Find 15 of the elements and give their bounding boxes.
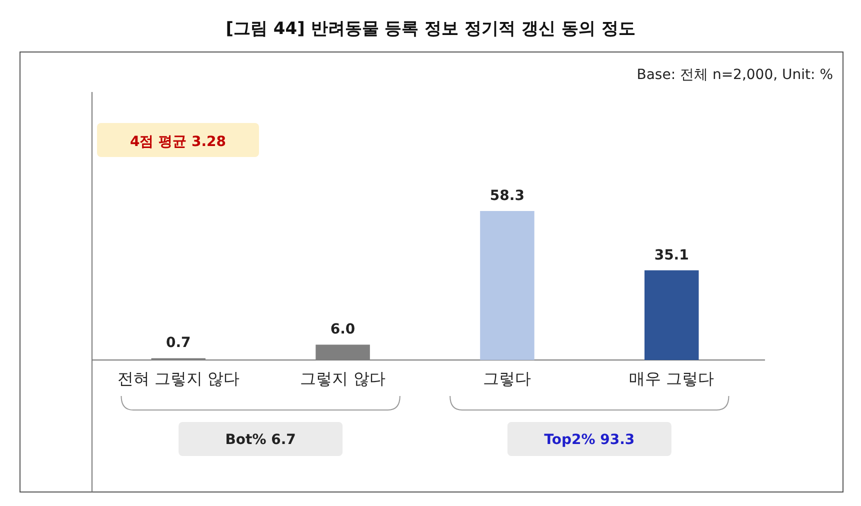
data-label: 6.0 (330, 322, 356, 338)
x-tick-label: 전혀 그렇지 않다 (117, 369, 240, 388)
text: Top2% 93.3 (544, 432, 635, 448)
text: Bot% 6.7 (225, 432, 296, 448)
chart-title: [그림 44] 반려동물 등록 정보 정기적 갱신 동의 정도 (226, 19, 636, 39)
text: 4점 평균 3.28 (130, 134, 226, 150)
data-label: 58.3 (490, 188, 524, 204)
bar (480, 211, 534, 360)
data-label: 35.1 (654, 247, 689, 264)
x-tick-label: 그렇지 않다 (300, 369, 386, 388)
data-label: 0.7 (166, 335, 191, 352)
bar (644, 270, 699, 360)
x-tick-label: 그렇다 (483, 369, 532, 388)
text: Base: 전체 n=2,000, Unit: % (636, 67, 833, 83)
x-tick-label: 매우 그렇다 (629, 369, 714, 388)
